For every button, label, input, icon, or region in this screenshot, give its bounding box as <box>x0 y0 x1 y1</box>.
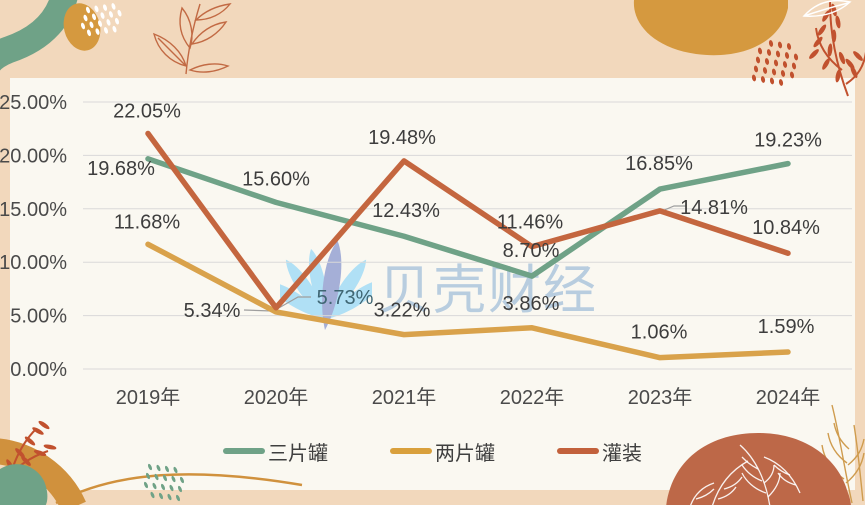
x-axis-labels: 2019年 2020年 2021年 2022年 2023年 2024年 <box>116 386 821 409</box>
legend-label: 三片罐 <box>268 442 328 465</box>
data-label: 3.22% <box>374 300 431 322</box>
legend-label: 灌装 <box>602 442 642 465</box>
x-tick-label: 2024年 <box>756 386 821 409</box>
data-label: 5.73% <box>317 287 374 309</box>
legend-item-guanzhuang: 灌装 <box>557 437 642 466</box>
legend-item-liangpianguan: 两片罐 <box>390 437 495 466</box>
leader-line <box>243 309 273 312</box>
label-leader-lines <box>243 205 686 312</box>
legend-marker-liangpianguan <box>390 448 432 454</box>
data-label: 11.46% <box>497 212 564 234</box>
data-label: 5.34% <box>184 300 241 322</box>
data-labels: 19.68% 15.60% 12.43% 8.70% 16.85% 19.23% 11.68… <box>87 101 822 344</box>
leader-line <box>276 296 311 310</box>
x-tick-label: 2019年 <box>116 386 181 409</box>
data-label: 19.23% <box>754 130 822 152</box>
leader-line <box>661 205 686 212</box>
x-tick-label: 2023年 <box>628 386 693 409</box>
series-line-三片罐 <box>145 156 791 279</box>
data-label: 19.48% <box>368 127 436 149</box>
data-label: 8.70% <box>503 240 560 262</box>
y-tick-label: 10.00% <box>0 252 67 274</box>
data-label: 16.85% <box>625 153 693 175</box>
y-tick-label: 20.00% <box>0 145 67 167</box>
chart-card <box>10 78 855 490</box>
data-label: 3.86% <box>503 293 560 315</box>
legend-item-sanpianguan: 三片罐 <box>223 437 328 466</box>
legend-label: 两片罐 <box>435 442 495 465</box>
data-label: 14.81% <box>680 197 748 219</box>
data-label: 15.60% <box>242 168 310 190</box>
x-tick-label: 2022年 <box>500 386 565 409</box>
gridlines-and-y-axis: 25.00% 20.00% 15.00% 10.00% 5.00% 0.00% <box>0 92 852 381</box>
y-tick-label: 15.00% <box>0 199 67 221</box>
legend-marker-guanzhuang <box>557 448 599 454</box>
series-line-两片罐 <box>145 241 791 361</box>
data-label: 22.05% <box>113 101 181 123</box>
y-tick-label: 0.00% <box>10 359 67 381</box>
watermark-text: 贝壳财经 <box>378 261 598 320</box>
data-label: 12.43% <box>372 200 440 222</box>
chart-legend: 三片罐 两片罐 灌装 <box>10 437 855 466</box>
y-tick-label: 25.00% <box>0 92 67 114</box>
y-tick-label: 5.00% <box>10 306 67 328</box>
data-label: 1.59% <box>758 316 815 338</box>
legend-marker-sanpianguan <box>223 448 265 454</box>
x-tick-label: 2021年 <box>372 386 437 409</box>
data-label: 11.68% <box>114 211 181 233</box>
series-line-灌装 <box>145 130 791 311</box>
x-tick-label: 2020年 <box>244 386 309 409</box>
data-label: 10.84% <box>752 217 820 239</box>
data-label: 1.06% <box>631 322 688 344</box>
data-label: 19.68% <box>87 158 155 180</box>
